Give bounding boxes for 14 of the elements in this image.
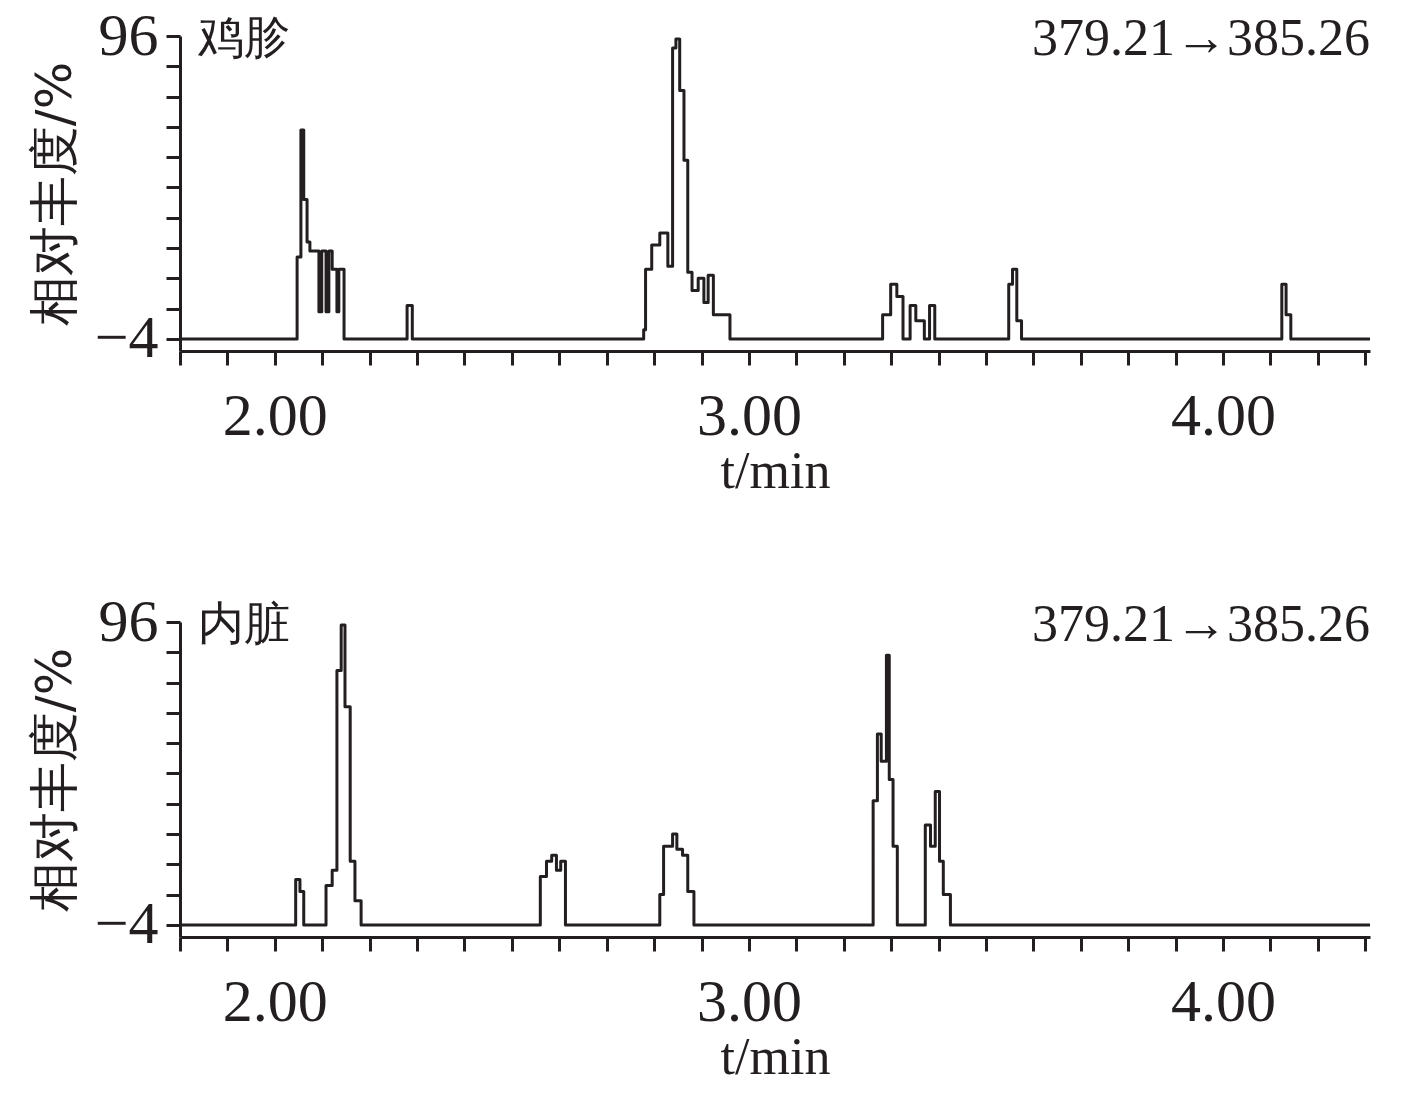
x-tick-label: 4.00 [1171, 967, 1277, 1034]
y-axis-title: 相对丰度/% [24, 61, 83, 327]
y-axis-title: 相对丰度/% [24, 647, 83, 913]
y-tick-label: −4 [94, 304, 159, 371]
annotation: 379.21→385.26 [1032, 9, 1370, 66]
annotation: 379.21→385.26 [1032, 595, 1370, 652]
x-tick-label: 2.00 [222, 967, 328, 1034]
y-tick-label: 96 [98, 587, 159, 654]
y-tick-label: −4 [94, 890, 159, 957]
annotation: 内脏 [198, 596, 290, 650]
x-tick-label: 4.00 [1171, 381, 1277, 448]
y-tick-label: 96 [98, 1, 159, 68]
x-tick-label: 2.00 [222, 381, 328, 448]
annotation: 鸡胗 [197, 10, 290, 64]
